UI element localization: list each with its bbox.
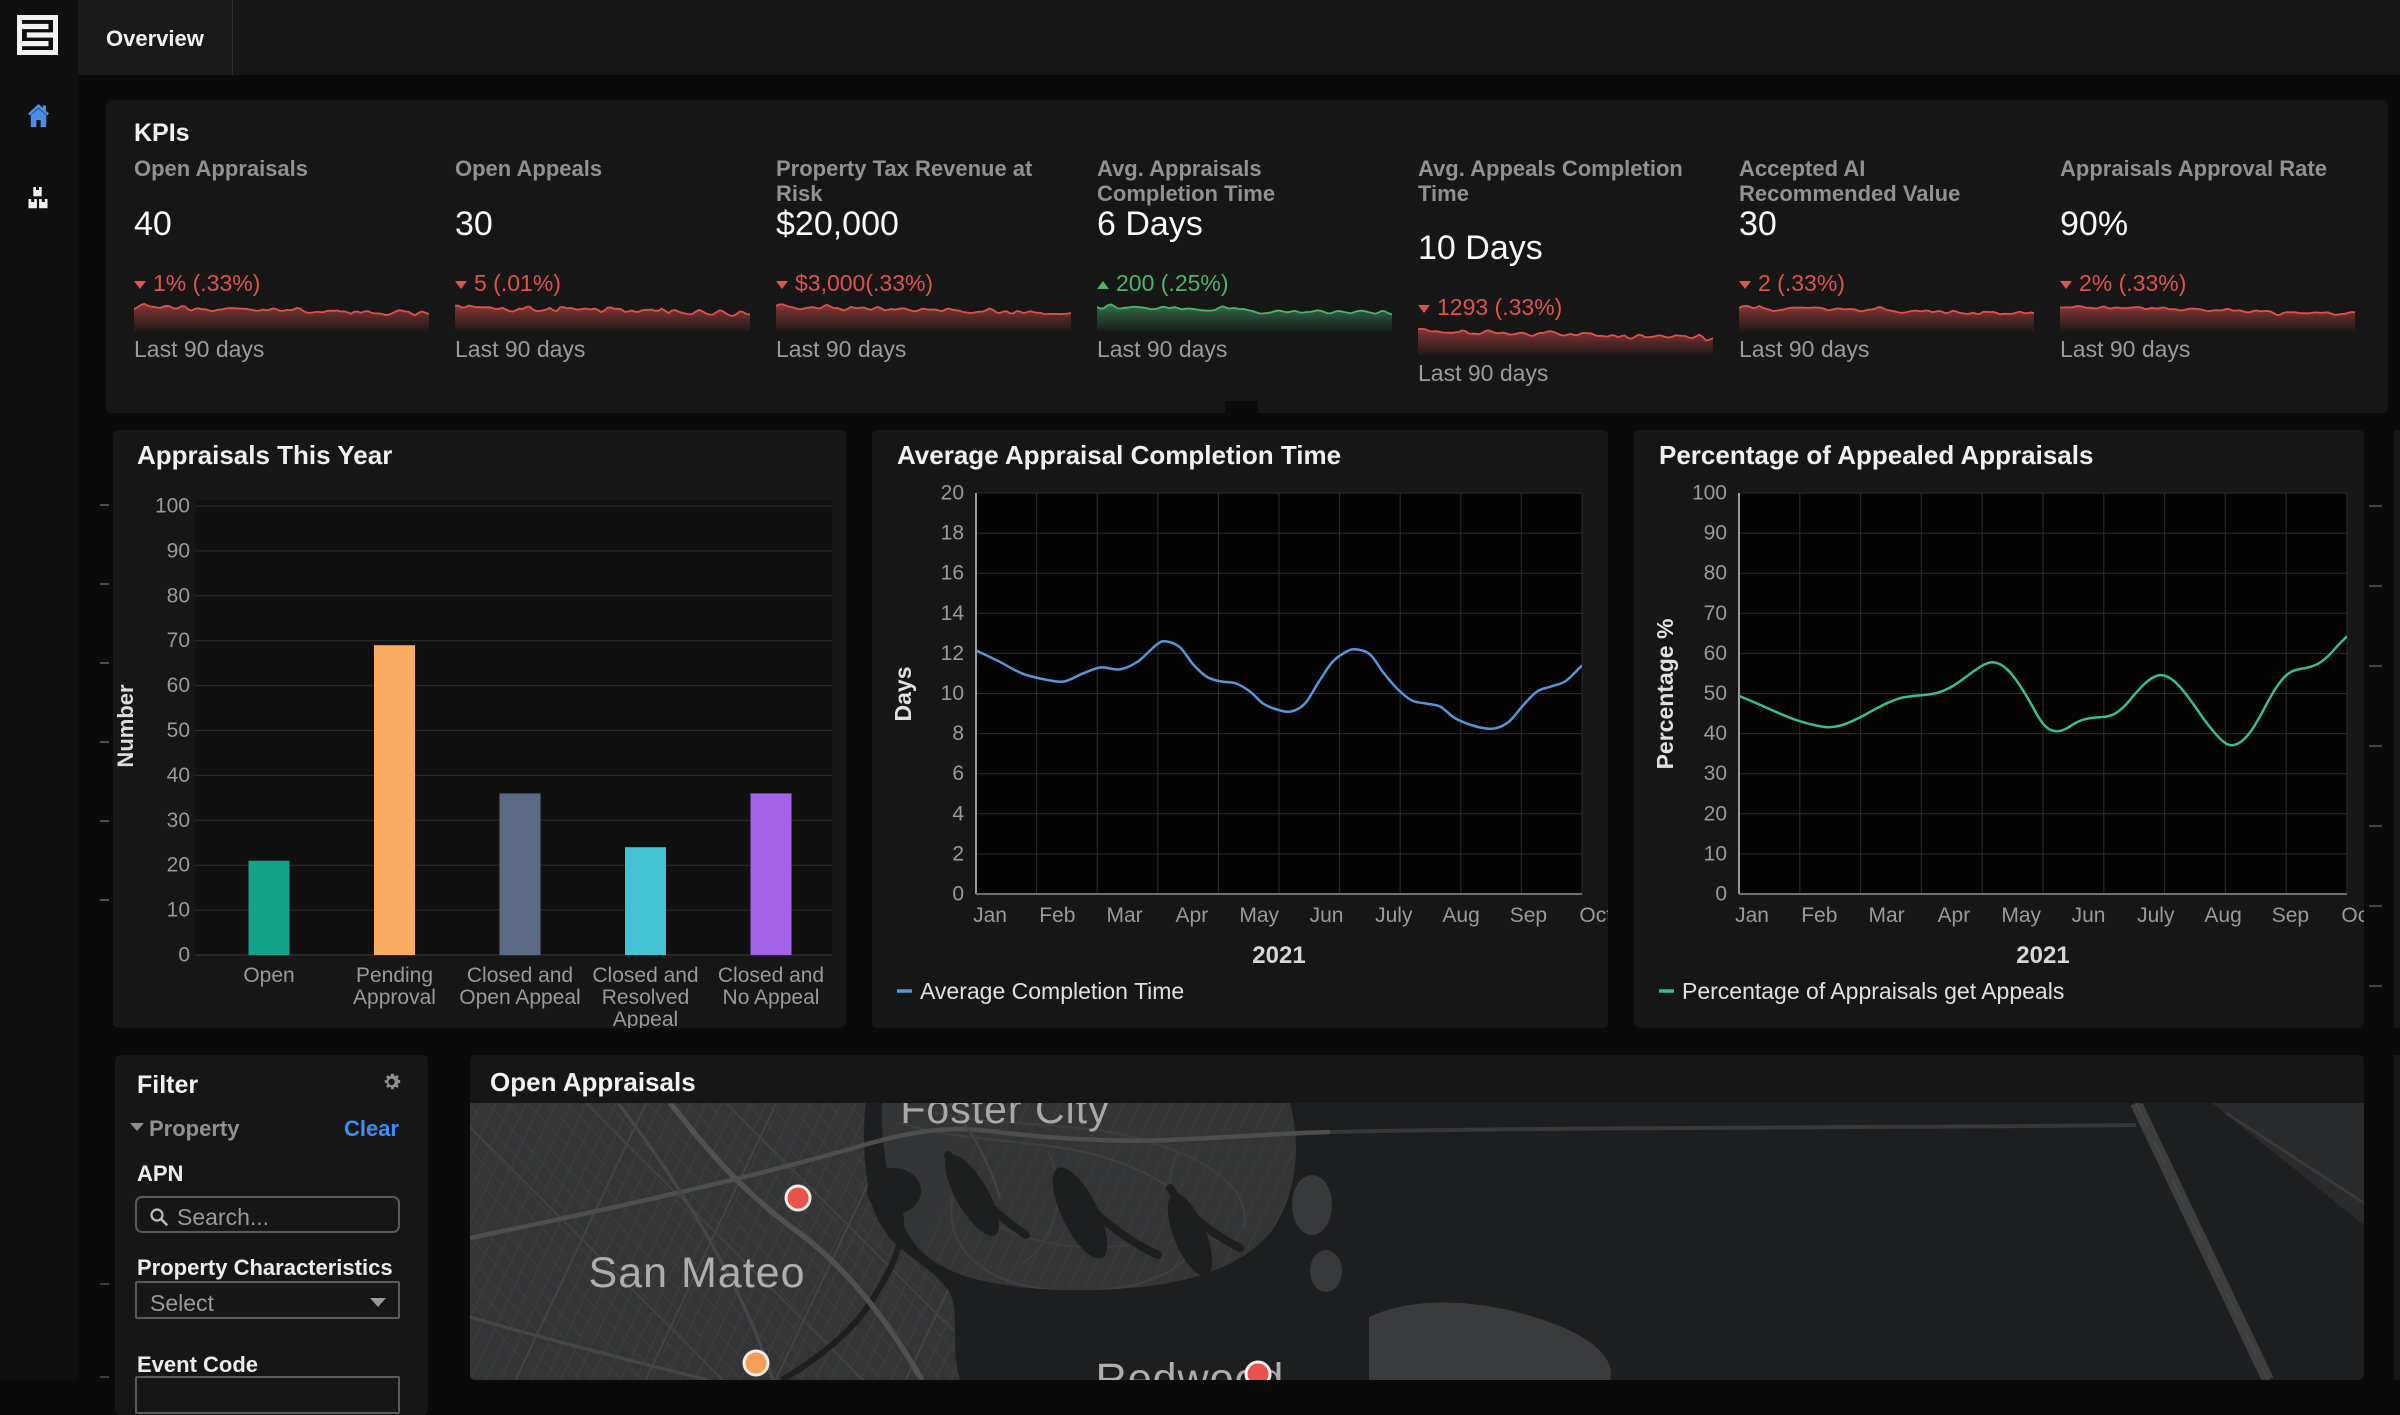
svg-text:May: May (2001, 904, 2041, 927)
svg-text:Percentage %: Percentage % (1652, 619, 1678, 770)
svg-text:Closed and: Closed and (592, 964, 698, 987)
svg-text:Closed and: Closed and (718, 964, 824, 987)
svg-text:Feb: Feb (1039, 904, 1075, 927)
svg-text:Percentage of Appealed Apprais: Percentage of Appealed Appraisals (1659, 440, 2093, 470)
svg-text:70: 70 (1704, 602, 1727, 625)
svg-text:16: 16 (941, 562, 964, 585)
svg-text:18: 18 (941, 522, 964, 545)
svg-text:Number: Number (113, 684, 138, 768)
svg-text:50: 50 (1704, 682, 1727, 705)
svg-text:Apr: Apr (1176, 904, 1209, 927)
svg-text:80: 80 (1704, 562, 1727, 585)
svg-text:San Mateo: San Mateo (589, 1249, 806, 1297)
svg-text:Sep: Sep (1510, 904, 1547, 927)
svg-text:Foster City: Foster City (900, 1103, 1109, 1132)
svg-text:Mar: Mar (1107, 904, 1143, 927)
svg-text:Aug: Aug (1442, 904, 1479, 927)
svg-text:0: 0 (178, 944, 190, 967)
svg-text:8: 8 (952, 722, 964, 745)
svg-text:100: 100 (155, 495, 190, 518)
svg-text:Jan: Jan (973, 904, 1007, 927)
svg-text:2: 2 (952, 842, 964, 865)
svg-text:10: 10 (1704, 842, 1727, 865)
svg-text:90: 90 (1704, 522, 1727, 545)
svg-text:50: 50 (167, 719, 190, 742)
svg-text:12: 12 (941, 642, 964, 665)
svg-text:20: 20 (941, 482, 964, 505)
svg-text:30: 30 (167, 809, 190, 832)
svg-text:Open: Open (243, 964, 294, 987)
svg-text:Percentage of Appraisals get A: Percentage of Appraisals get Appeals (1682, 978, 2064, 1004)
svg-text:90: 90 (167, 539, 190, 562)
svg-text:No Appeal: No Appeal (723, 986, 820, 1009)
svg-text:0: 0 (1715, 883, 1727, 906)
svg-text:Average Completion Time: Average Completion Time (920, 978, 1184, 1004)
svg-text:40: 40 (167, 764, 190, 787)
svg-text:Apr: Apr (1938, 904, 1971, 927)
svg-text:0: 0 (952, 883, 964, 906)
svg-text:14: 14 (941, 602, 965, 625)
svg-text:20: 20 (167, 854, 190, 877)
svg-text:10: 10 (167, 899, 190, 922)
svg-text:10: 10 (941, 682, 964, 705)
svg-text:Sep: Sep (2272, 904, 2309, 927)
svg-text:2021: 2021 (2016, 942, 2069, 969)
svg-text:Jun: Jun (2072, 904, 2106, 927)
svg-text:4: 4 (952, 802, 964, 825)
svg-text:Appeal: Appeal (613, 1008, 678, 1028)
svg-text:Mar: Mar (1869, 904, 1905, 927)
svg-text:Closed and: Closed and (467, 964, 573, 987)
svg-text:Oct: Oct (2341, 904, 2364, 927)
svg-text:July: July (1375, 904, 1413, 927)
svg-text:60: 60 (167, 674, 190, 697)
svg-text:Open Appeal: Open Appeal (459, 986, 580, 1009)
svg-text:Jan: Jan (1735, 904, 1769, 927)
svg-text:Appraisals This Year: Appraisals This Year (137, 440, 392, 470)
svg-text:Approval: Approval (353, 986, 436, 1009)
svg-text:6: 6 (952, 762, 964, 785)
svg-text:30: 30 (1704, 762, 1727, 785)
svg-text:Average Appraisal Completion T: Average Appraisal Completion Time (897, 440, 1341, 470)
svg-text:80: 80 (167, 584, 190, 607)
svg-text:Oct: Oct (1579, 904, 1608, 927)
svg-text:70: 70 (167, 629, 190, 652)
svg-text:60: 60 (1704, 642, 1727, 665)
svg-text:40: 40 (1704, 722, 1727, 745)
svg-text:Jun: Jun (1310, 904, 1344, 927)
svg-text:2021: 2021 (1252, 942, 1305, 969)
svg-text:May: May (1239, 904, 1279, 927)
svg-text:20: 20 (1704, 802, 1727, 825)
svg-text:July: July (2137, 904, 2175, 927)
svg-text:Feb: Feb (1801, 904, 1837, 927)
svg-text:Resolved: Resolved (602, 986, 690, 1009)
svg-text:Days: Days (890, 667, 916, 722)
svg-text:100: 100 (1692, 482, 1727, 505)
svg-text:Pending: Pending (356, 964, 433, 987)
svg-text:Aug: Aug (2204, 904, 2241, 927)
